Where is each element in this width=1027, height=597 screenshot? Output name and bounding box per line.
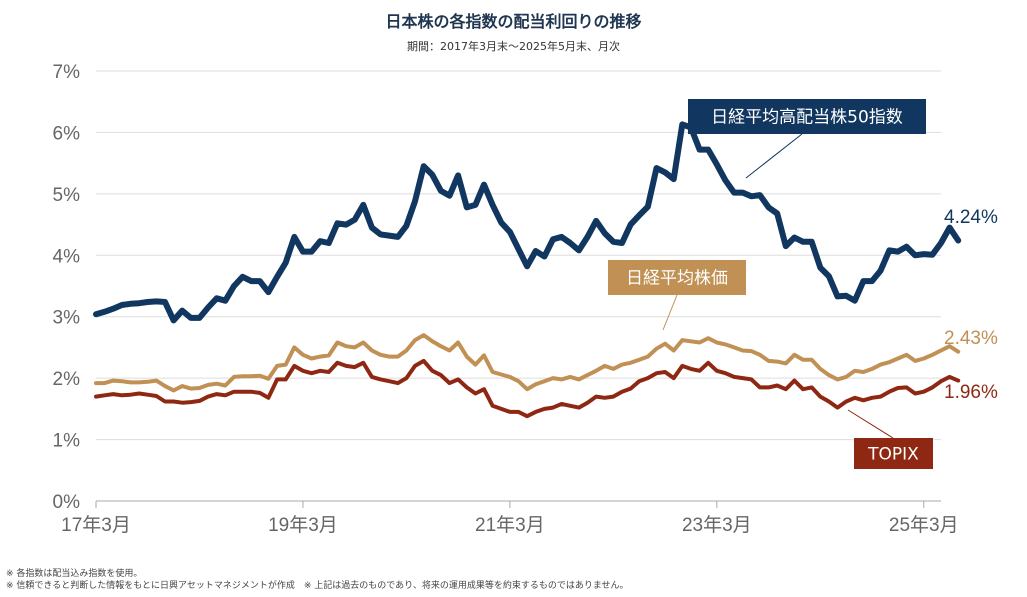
legend-leader-line bbox=[662, 294, 678, 331]
x-tick-label: 21年3月 bbox=[475, 514, 545, 536]
legend-box bbox=[608, 260, 746, 295]
y-tick-label: 6% bbox=[53, 123, 81, 144]
y-tick-label: 3% bbox=[53, 308, 81, 329]
footnote-2: ※ 信頼できると判断した情報をもとに日興アセットマネジメントが作成 ※ 上記は過… bbox=[6, 581, 629, 591]
x-tick-label: 17年3月 bbox=[61, 514, 131, 536]
legend-box bbox=[688, 99, 926, 134]
legend-label: 日経平均高配当株50指数 bbox=[711, 108, 903, 128]
y-tick-label: 7% bbox=[53, 62, 81, 83]
series-line-1 bbox=[94, 333, 961, 393]
y-tick-label: 4% bbox=[53, 246, 81, 267]
x-tick-label: 19年3月 bbox=[268, 514, 338, 536]
y-tick-label: 5% bbox=[53, 185, 81, 206]
chart-subtitle: 期間：2017年3月末～2025年5月末、月次 bbox=[407, 40, 620, 53]
x-tick-label: 25年3月 bbox=[889, 514, 959, 536]
x-tick-label: 23年3月 bbox=[682, 514, 752, 536]
y-tick-label: 2% bbox=[53, 369, 81, 390]
end-value-label-1: 2.43% bbox=[944, 328, 998, 349]
legend-leader-line bbox=[847, 409, 894, 439]
end-value-label-0: 4.24% bbox=[944, 207, 998, 228]
footnotes: ※ 各指数は配当込み指数を使用。 ※ 信頼できると判断した情報をもとに日興アセッ… bbox=[6, 568, 629, 592]
legend-label: 日経平均株価 bbox=[626, 269, 728, 289]
legend-label: TOPIX bbox=[867, 445, 919, 465]
end-value-label-2: 1.96% bbox=[944, 382, 998, 403]
chart-title: 日本株の各指数の配当利回りの推移 bbox=[385, 12, 642, 31]
legend-leader-line bbox=[745, 133, 803, 179]
footnote-1: ※ 各指数は配当込み指数を使用。 bbox=[6, 569, 143, 579]
series-line-2 bbox=[94, 358, 961, 419]
legend-box bbox=[854, 438, 933, 469]
series-line-0 bbox=[93, 121, 962, 324]
y-tick-label: 1% bbox=[53, 431, 81, 452]
y-tick-label: 0% bbox=[53, 492, 81, 513]
